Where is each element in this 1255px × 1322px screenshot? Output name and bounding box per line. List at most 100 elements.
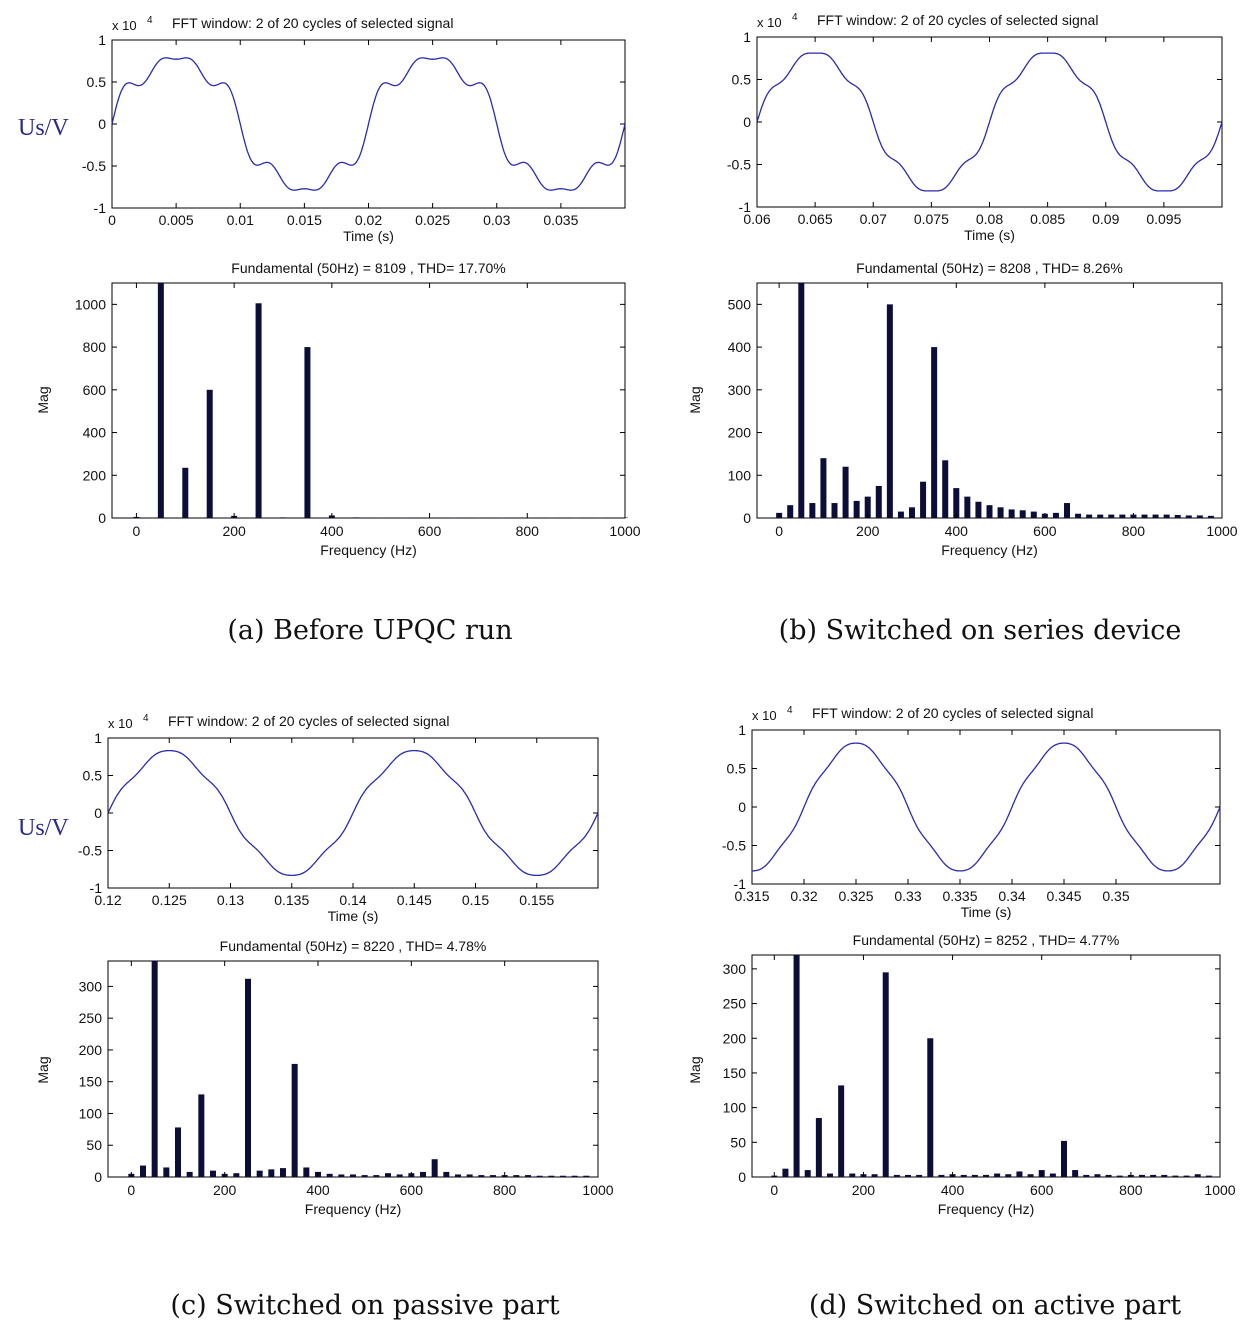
spectrum-ytick-label-b: 0 xyxy=(743,510,751,526)
caption-b: (b) Switched on series device xyxy=(778,615,1182,646)
spectrum-bar-c xyxy=(210,1170,216,1177)
spectrum-ylabel-c: Mag xyxy=(35,1056,51,1083)
spectrum-xtick-label-b: 800 xyxy=(1122,523,1146,539)
waveform-ytick-label-c: 0.5 xyxy=(83,768,103,784)
waveform-xtick-label-b: 0.065 xyxy=(798,211,833,227)
waveform-xtick-label-a: 0.02 xyxy=(355,212,382,228)
spectrum-bar-d xyxy=(1027,1174,1034,1177)
spectrum-ytick-label-b: 500 xyxy=(728,296,752,312)
spectrum-ytick-label-b: 300 xyxy=(728,382,752,398)
waveform-title-d: FFT window: 2 of 20 cycles of selected s… xyxy=(812,705,1093,721)
spectrum-bar-c xyxy=(233,1173,240,1177)
spectrum-xtick-label-a: 400 xyxy=(320,523,344,539)
spectrum-title-a: Fundamental (50Hz) = 8109 , THD= 17.70% xyxy=(231,260,505,276)
spectrum-bar-b xyxy=(787,505,794,518)
waveform-xtick-label-a: 0.01 xyxy=(227,212,254,228)
waveform-ytick-label-a: -1 xyxy=(94,200,107,216)
spectrum-bar-d xyxy=(1105,1174,1112,1177)
spectrum-ytick-label-b: 200 xyxy=(728,425,752,441)
spectrum-bar-c xyxy=(291,1063,298,1177)
spectrum-bar-b xyxy=(1185,515,1192,518)
waveform-xtick-label-a: 0.015 xyxy=(287,212,322,228)
spectrum-bar-c xyxy=(420,1171,426,1177)
spectrum-ytick-label-b: 100 xyxy=(728,467,752,483)
spectrum-bar-a xyxy=(280,517,286,518)
waveform-exponent-power-d: 4 xyxy=(787,705,793,716)
spectrum-bar-b xyxy=(1030,511,1037,518)
spectrum-xtick-label-c: 0 xyxy=(127,1182,135,1198)
spectrum-bar-b xyxy=(920,481,927,518)
spectrum-xtick-label-d: 600 xyxy=(1030,1182,1054,1198)
waveform-title-c: FFT window: 2 of 20 cycles of selected s… xyxy=(168,713,449,729)
waveform-xtick-label-c: 0.125 xyxy=(152,892,187,908)
spectrum-bar-c xyxy=(151,961,158,1177)
spectrum-xlabel-d: Frequency (Hz) xyxy=(938,1201,1034,1217)
spectrum-bar-b xyxy=(1141,514,1148,518)
spectrum-bar-c xyxy=(280,1168,286,1177)
spectrum-ytick-label-d: 0 xyxy=(738,1169,746,1185)
waveform-line-a xyxy=(111,57,626,191)
waveform-xtick-label-d: 0.345 xyxy=(1046,888,1081,904)
spectrum-bar-d xyxy=(1049,1173,1056,1177)
spectrum-xlabel-b: Frequency (Hz) xyxy=(941,542,1037,558)
spectrum-bar-d xyxy=(1205,1175,1212,1177)
spectrum-bar-a xyxy=(353,517,360,518)
waveform-xtick-label-d: 0.34 xyxy=(998,888,1025,904)
spectrum-ytick-label-c: 150 xyxy=(79,1074,103,1090)
spectrum-bar-d xyxy=(1116,1175,1123,1177)
spectrum-bar-a xyxy=(377,517,384,519)
waveform-xtick-label-a: 0.035 xyxy=(543,212,578,228)
waveform-exponent-power-a: 4 xyxy=(147,15,153,26)
spectrum-xtick-label-a: 1000 xyxy=(609,523,640,539)
spectrum-bar-b xyxy=(931,347,938,518)
spectrum-bar-c xyxy=(140,1165,146,1177)
spectrum-bar-b xyxy=(1019,510,1026,518)
spectrum-bar-c xyxy=(350,1174,356,1177)
spectrum-ylabel-b: Mag xyxy=(687,386,703,413)
spectrum-bar-b xyxy=(897,511,904,518)
spectrum-title-b: Fundamental (50Hz) = 8208 , THD= 8.26% xyxy=(856,260,1123,276)
spectrum-bar-c xyxy=(186,1171,193,1177)
spectrum-bar-d xyxy=(838,1085,845,1177)
spectrum-bar-d xyxy=(960,1174,967,1177)
spectrum-bar-d xyxy=(938,1174,945,1177)
waveform-exponent-label-b: x 10 xyxy=(757,15,782,30)
waveform-xtick-label-a: 0 xyxy=(108,212,116,228)
spectrum-axes-c xyxy=(107,960,599,1178)
spectrum-bar-c xyxy=(163,1167,170,1177)
spectrum-bar-d xyxy=(927,1038,934,1177)
spectrum-bar-d xyxy=(882,972,889,1177)
waveform-xtick-label-c: 0.14 xyxy=(339,892,366,908)
waveform-ytick-label-b: -0.5 xyxy=(727,157,751,173)
spectrum-xtick-label-b: 1000 xyxy=(1206,523,1237,539)
spectrum-bar-a xyxy=(157,283,164,518)
waveform-ytick-label-c: -0.5 xyxy=(78,843,102,859)
spectrum-xtick-label-a: 600 xyxy=(418,523,442,539)
spectrum-xtick-label-a: 200 xyxy=(222,523,246,539)
spectrum-bar-b xyxy=(1052,512,1059,518)
spectrum-bar-c xyxy=(513,1175,520,1177)
spectrum-bar-c xyxy=(560,1175,566,1177)
waveform-ytick-label-b: 0.5 xyxy=(732,72,752,88)
spectrum-bar-b xyxy=(1174,515,1181,518)
spectrum-bar-b xyxy=(1097,514,1104,518)
spectrum-bar-b xyxy=(1207,515,1214,518)
spectrum-bar-c xyxy=(525,1175,531,1177)
spectrum-xtick-label-d: 200 xyxy=(852,1182,876,1198)
spectrum-bar-d xyxy=(1094,1174,1101,1177)
caption-c: (c) Switched on passive part xyxy=(170,1290,560,1321)
spectrum-ylabel-a: Mag xyxy=(35,386,51,413)
spectrum-bar-b xyxy=(798,283,805,518)
spectrum-bar-a xyxy=(451,517,457,519)
spectrum-bar-c xyxy=(268,1169,275,1177)
spectrum-bar-c xyxy=(466,1174,473,1177)
spectrum-bar-b xyxy=(820,458,827,518)
spectrum-axes-d xyxy=(751,954,1221,1178)
waveform-ytick-label-b: 0 xyxy=(743,114,751,130)
spectrum-bar-d xyxy=(1061,1140,1067,1177)
waveform-xtick-label-b: 0.09 xyxy=(1092,211,1119,227)
waveform-xtick-label-d: 0.33 xyxy=(894,888,921,904)
spectrum-bar-b xyxy=(853,500,860,518)
spectrum-ytick-label-a: 600 xyxy=(83,382,107,398)
spectrum-bar-b xyxy=(1119,514,1126,518)
